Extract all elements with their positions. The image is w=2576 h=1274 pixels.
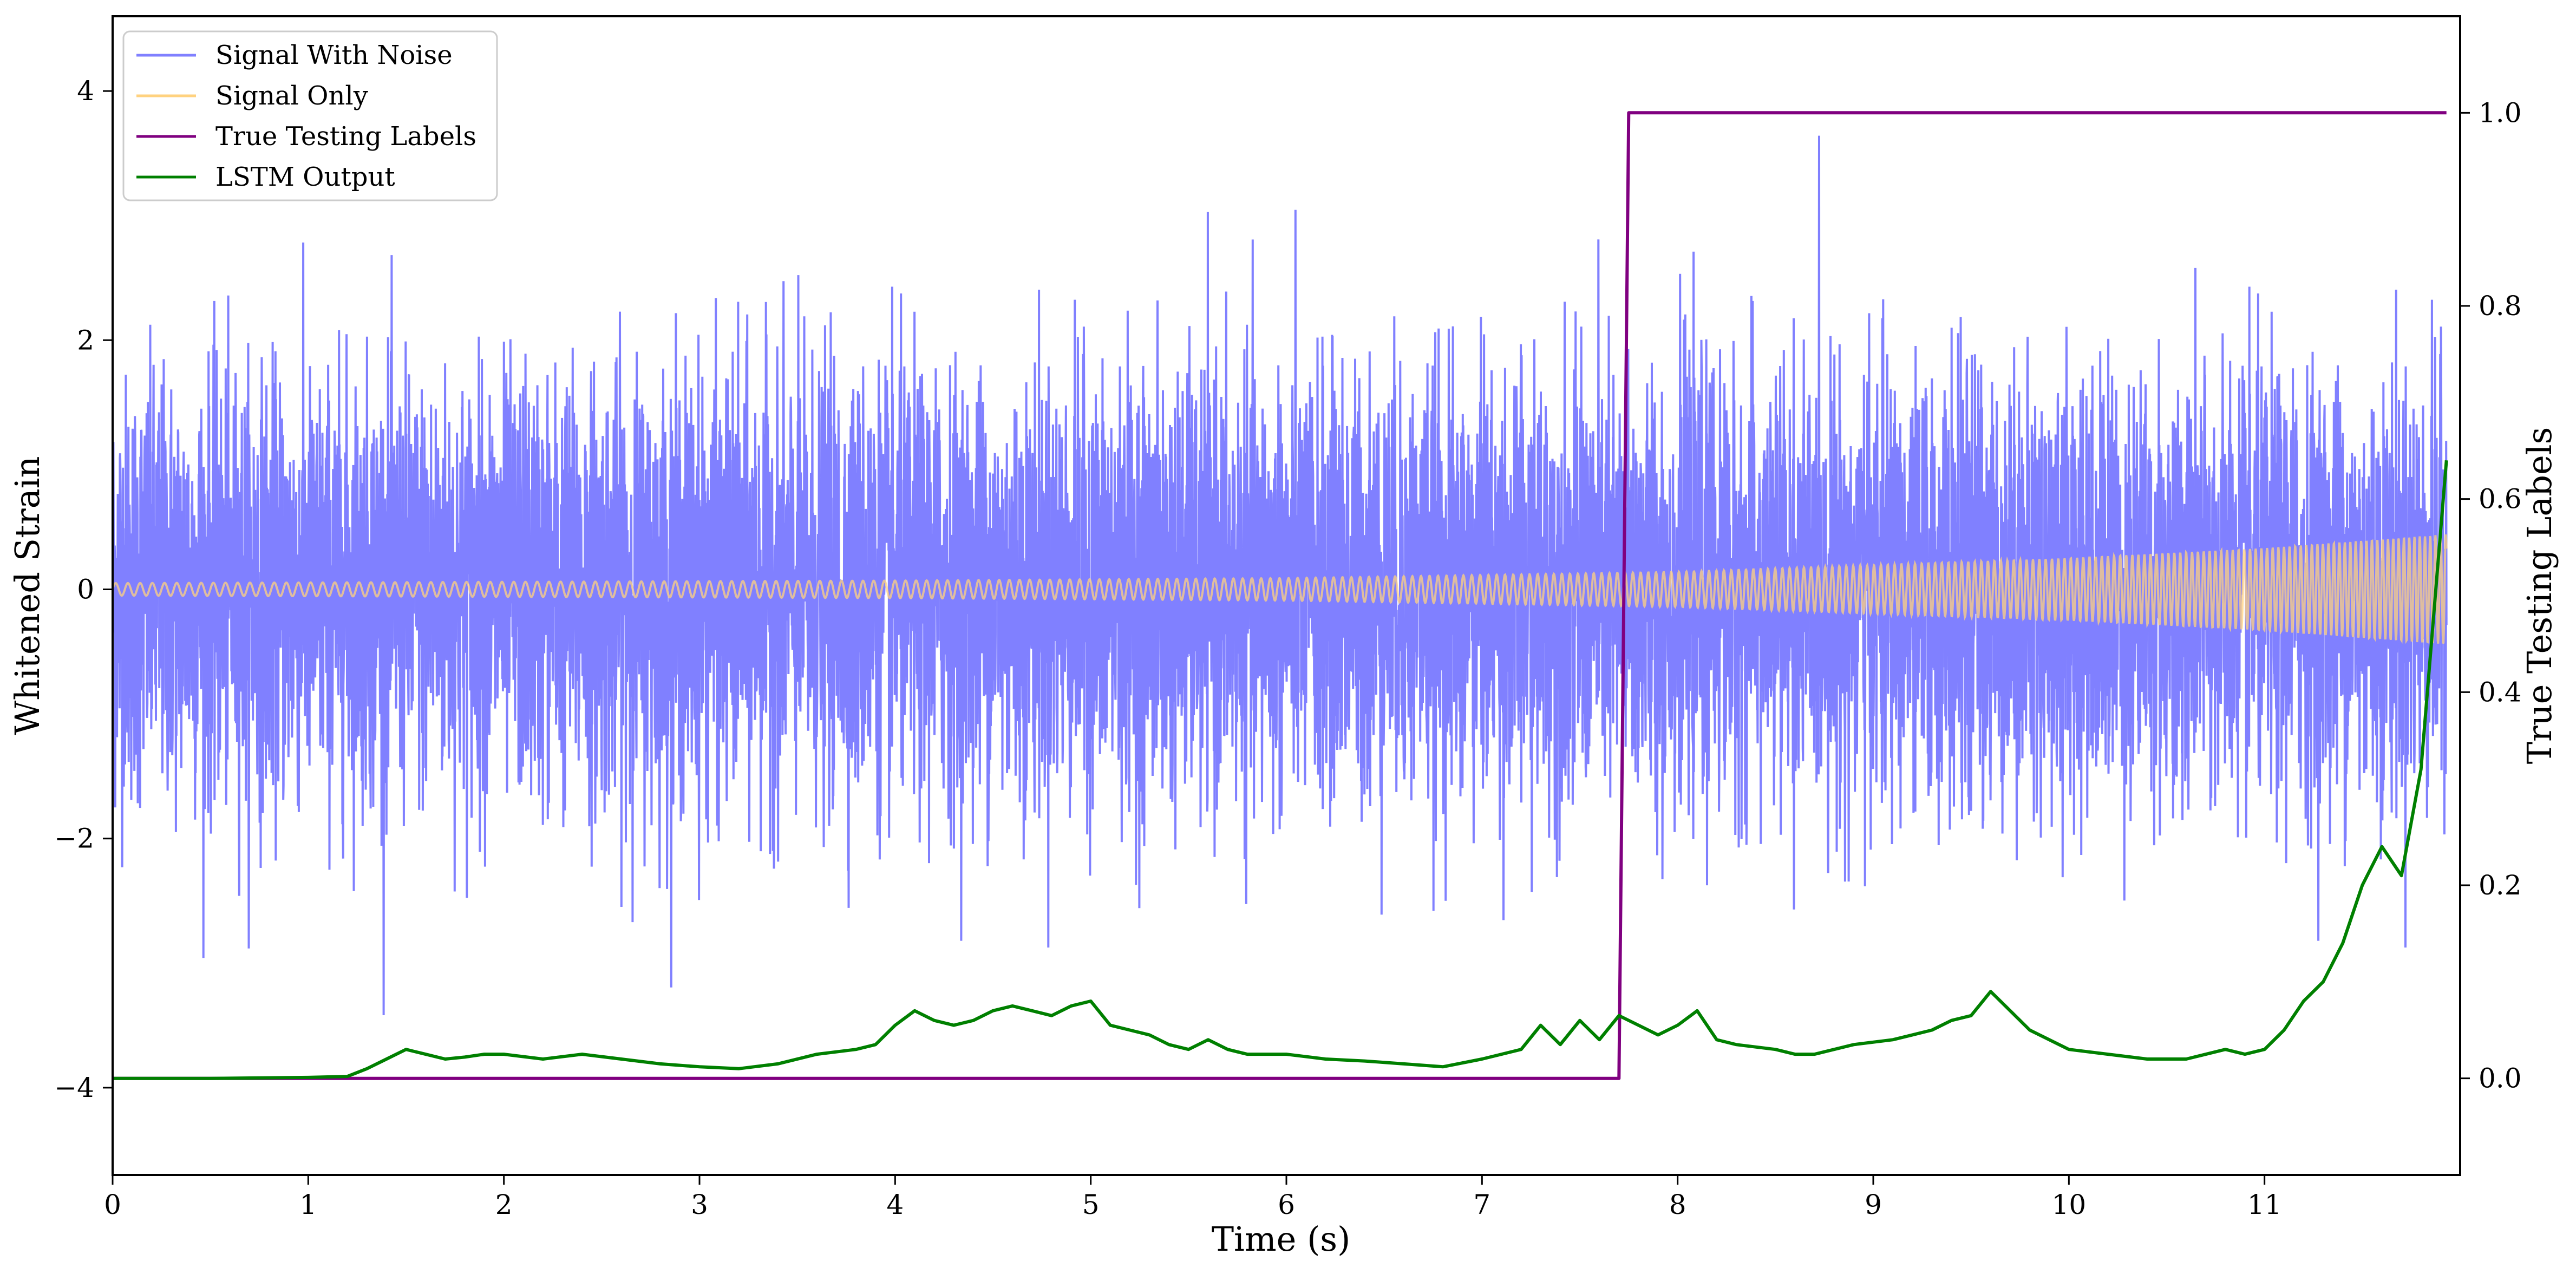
x-axis-ticks: 0 1 2 3 4 5 6 7 8 9 10 11 xyxy=(104,1175,2281,1220)
y2-tick-label: 0.4 xyxy=(2479,676,2522,708)
x-tick-label: 9 xyxy=(1865,1189,1882,1220)
y2-axis-title: True Testing Labels xyxy=(2520,427,2559,765)
x-tick-label: 3 xyxy=(691,1189,708,1220)
y-tick-label: −4 xyxy=(54,1072,94,1103)
x-tick-label: 6 xyxy=(1278,1189,1295,1220)
y-tick-label: 0 xyxy=(77,573,94,605)
y-tick-label: 4 xyxy=(77,75,94,107)
plot-layer xyxy=(113,111,2448,1080)
y-axis-title: Whitened Strain xyxy=(8,456,47,735)
x-tick-label: 4 xyxy=(886,1189,904,1220)
legend: Signal With Noise Signal Only True Testi… xyxy=(122,30,498,201)
series-signal-with-noise xyxy=(113,135,2448,1016)
y2-tick-label: 1.0 xyxy=(2479,97,2522,128)
x-tick-label: 1 xyxy=(299,1189,317,1220)
y2-tick-label: 0.8 xyxy=(2479,290,2522,322)
series-lstm-output xyxy=(113,460,2448,1080)
x-tick-label: 7 xyxy=(1473,1189,1490,1220)
x-tick-label: 0 xyxy=(104,1189,121,1220)
y-axis-left-ticks: −4 −2 0 2 4 xyxy=(54,75,113,1103)
x-tick-label: 10 xyxy=(2052,1189,2087,1220)
x-tick-label: 11 xyxy=(2247,1189,2282,1220)
y-tick-label: 2 xyxy=(77,324,94,356)
y-tick-label: −2 xyxy=(54,823,94,854)
y2-tick-label: 0.2 xyxy=(2479,870,2522,901)
x-tick-label: 8 xyxy=(1669,1189,1686,1220)
legend-label-lstm-output: LSTM Output xyxy=(215,162,395,192)
legend-box xyxy=(122,30,498,201)
x-axis-title: Time (s) xyxy=(1212,1219,1351,1259)
series-true-testing-labels xyxy=(113,111,2447,1080)
y2-tick-label: 0.6 xyxy=(2479,484,2522,515)
legend-label-signal-only: Signal Only xyxy=(215,81,368,111)
y2-tick-label: 0.0 xyxy=(2479,1063,2522,1094)
x-tick-label: 2 xyxy=(495,1189,513,1220)
series-signal-only xyxy=(113,534,2448,644)
legend-label-signal-with-noise: Signal With Noise xyxy=(215,40,453,70)
legend-label-true-testing-labels: True Testing Labels xyxy=(215,121,476,152)
y-axis-right-ticks: 0.0 0.2 0.4 0.6 0.8 1.0 xyxy=(2460,97,2522,1094)
x-tick-label: 5 xyxy=(1082,1189,1100,1220)
